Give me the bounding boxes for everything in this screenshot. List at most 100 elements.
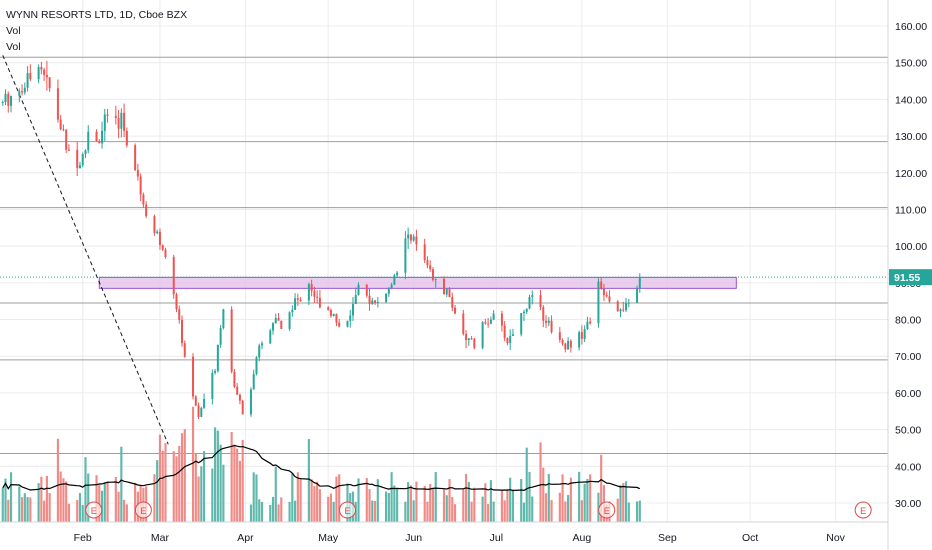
candle-body (608, 296, 611, 302)
earnings-circle[interactable] (854, 501, 872, 519)
candle-body (45, 74, 48, 78)
candle (76, 141, 79, 177)
candle (313, 286, 316, 304)
candle-body (511, 334, 514, 336)
volume-bar (296, 472, 299, 522)
candle-body (465, 334, 468, 341)
candle-body (26, 73, 29, 88)
volume-ma-indicator-label[interactable]: Vol (6, 41, 21, 53)
candle (578, 330, 581, 351)
volume-bar (500, 489, 503, 522)
candle-body (164, 249, 167, 257)
candle (429, 260, 432, 272)
earnings-circle[interactable] (338, 501, 356, 519)
earnings-marker[interactable]: E (854, 501, 872, 519)
candle-body (376, 301, 379, 304)
earnings-label: E (860, 506, 866, 516)
candle-body (390, 284, 393, 288)
candle-body (161, 245, 164, 250)
time-axis[interactable]: Feb Mar Apr May Jun Jul Aug Sep Oct Nov (0, 521, 888, 544)
candle (43, 67, 46, 81)
volume-bar (470, 501, 473, 522)
candle (605, 291, 608, 298)
volume-bar (202, 451, 206, 522)
candle-body (567, 340, 570, 350)
candle-body (445, 288, 448, 295)
candle (423, 238, 426, 264)
volume-bar (489, 480, 492, 522)
volume-bar (357, 478, 360, 522)
volume-bar (29, 497, 32, 522)
volume-bar (564, 501, 567, 522)
volume-bar (522, 502, 526, 522)
candle-body (21, 91, 24, 93)
volume-bar (222, 464, 225, 522)
volume-bar (153, 474, 156, 522)
candle-body (307, 284, 310, 301)
price-axis[interactable]: 30.0040.0050.0060.0070.0080.0090.00100.0… (887, 0, 932, 550)
volume-bar (511, 489, 515, 522)
candle (528, 294, 531, 310)
candle-body (123, 112, 126, 131)
candle-body (622, 309, 625, 311)
candle-body (78, 165, 81, 169)
volume-bar (4, 478, 7, 522)
candle (487, 317, 490, 328)
candle-body (385, 293, 388, 302)
last-price-badge-bg (889, 269, 932, 286)
downtrend-line[interactable] (2, 55, 169, 445)
trend-line[interactable] (2, 55, 169, 445)
candle-body (409, 234, 412, 241)
candle-body (503, 325, 506, 339)
earnings-circle[interactable] (598, 501, 616, 519)
volume-indicator-label[interactable]: Vol (6, 25, 21, 37)
candle (158, 228, 161, 250)
candle-body (338, 322, 341, 327)
candle-body (431, 269, 434, 280)
earnings-label: E (91, 506, 97, 516)
candle-body (531, 295, 534, 297)
volume-bar (233, 444, 236, 522)
volume-bar (464, 474, 468, 522)
candle (318, 289, 321, 309)
price-tick-label: 130.00 (895, 131, 927, 143)
candle-body (357, 284, 360, 296)
earnings-marker[interactable]: E (134, 501, 152, 519)
candle-body (434, 278, 437, 280)
candle (561, 338, 564, 346)
volume-bar (635, 501, 639, 522)
volume-bar (481, 496, 484, 522)
volume-bar (62, 478, 65, 522)
candle-body (329, 309, 332, 316)
candle-body (605, 295, 608, 297)
time-tick-label: Jul (490, 532, 503, 544)
earnings-circle[interactable] (85, 501, 103, 519)
earnings-marker[interactable]: E (338, 501, 356, 519)
volume-bar (216, 430, 219, 522)
volume-bar (586, 478, 589, 522)
candle (62, 124, 65, 132)
candle-body (294, 298, 297, 310)
candle (586, 316, 589, 330)
price-tick-label: 120.00 (895, 168, 927, 180)
volume-bar (219, 444, 222, 522)
volume-bar (67, 503, 71, 522)
volume-bar (567, 495, 570, 522)
candle-body (489, 319, 492, 324)
earnings-marker[interactable]: E (598, 501, 616, 519)
chart-title: WYNN RESORTS LTD, 1D, Cboe BZX (6, 9, 188, 21)
volume-bar (59, 471, 62, 522)
price-tick-label: 110.00 (895, 204, 926, 216)
candle (26, 66, 29, 92)
candle-body (291, 309, 294, 313)
earnings-marker[interactable]: E (85, 501, 103, 519)
candle (219, 325, 222, 348)
volume-bar (462, 488, 465, 522)
candle-body (40, 66, 43, 70)
candle-body (156, 231, 159, 234)
candle-body (426, 260, 429, 266)
volume-bar (98, 484, 101, 522)
earnings-circle[interactable] (134, 501, 152, 519)
candle (67, 144, 70, 151)
